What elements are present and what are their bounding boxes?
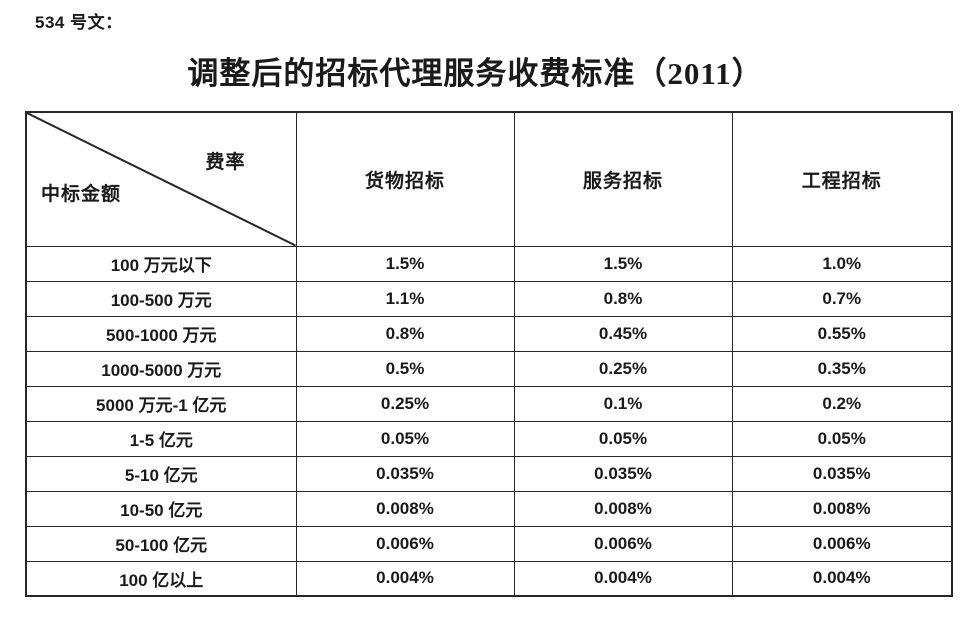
rate-value-cell: 0.006% <box>295 525 515 562</box>
diagonal-divider-line <box>27 113 296 246</box>
table-row: 5-10 亿元 0.035% 0.035% 0.035% <box>25 455 953 492</box>
rate-value-cell: 0.035% <box>513 455 733 492</box>
rate-value-cell: 0.7% <box>731 280 953 317</box>
amount-range-cell: 10-50 亿元 <box>25 490 297 527</box>
rate-value-cell: 0.008% <box>731 490 953 527</box>
rate-value-cell: 0.45% <box>513 315 733 352</box>
rate-value-cell: 0.05% <box>731 420 953 457</box>
rate-value-cell: 0.25% <box>513 350 733 387</box>
column-header-engineering: 工程招标 <box>731 111 953 247</box>
corner-label-rate: 费率 <box>205 152 246 173</box>
table-row: 1-5 亿元 0.05% 0.05% 0.05% <box>25 420 953 457</box>
table-row: 500-1000 万元 0.8% 0.45% 0.55% <box>25 315 953 352</box>
column-header-goods: 货物招标 <box>295 111 515 247</box>
table-row: 1000-5000 万元 0.5% 0.25% 0.35% <box>25 350 953 387</box>
fee-table-body: 100 万元以下 1.5% 1.5% 1.0% 100-500 万元 1.1% 0.8% 0.… <box>25 245 953 597</box>
table-row: 50-100 亿元 0.006% 0.006% 0.006% <box>25 525 953 562</box>
rate-value-cell: 0.006% <box>731 525 953 562</box>
rate-value-cell: 0.8% <box>295 315 515 352</box>
rate-value-cell: 0.008% <box>295 490 515 527</box>
rate-value-cell: 0.05% <box>295 420 515 457</box>
rate-value-cell: 0.55% <box>731 315 953 352</box>
column-header-services: 服务招标 <box>513 111 733 247</box>
rate-value-cell: 0.2% <box>731 385 953 422</box>
amount-range-cell: 100 亿以上 <box>25 560 297 597</box>
amount-range-cell: 50-100 亿元 <box>25 525 297 562</box>
rate-value-cell: 1.0% <box>731 245 953 282</box>
amount-range-cell: 5-10 亿元 <box>25 455 297 492</box>
rate-value-cell: 0.035% <box>295 455 515 492</box>
fee-rate-table: 费率 中标金额 货物招标 服务招标 工程招标 100 万元以下 1.5% 1.5% 1… <box>25 111 953 597</box>
rate-value-cell: 0.004% <box>513 560 733 597</box>
rate-value-cell: 0.5% <box>295 350 515 387</box>
amount-range-cell: 5000 万元-1 亿元 <box>25 385 297 422</box>
amount-range-cell: 100 万元以下 <box>25 245 297 282</box>
table-row: 100 亿以上 0.004% 0.004% 0.004% <box>25 560 953 597</box>
amount-range-cell: 100-500 万元 <box>25 280 297 317</box>
rate-value-cell: 0.35% <box>731 350 953 387</box>
table-row: 100 万元以下 1.5% 1.5% 1.0% <box>25 245 953 282</box>
rate-value-cell: 0.004% <box>731 560 953 597</box>
table-row: 100-500 万元 1.1% 0.8% 0.7% <box>25 280 953 317</box>
rate-value-cell: 0.008% <box>513 490 733 527</box>
rate-value-cell: 1.1% <box>295 280 515 317</box>
doc-number-label: 534 号文： <box>35 13 123 32</box>
table-row: 10-50 亿元 0.008% 0.008% 0.008% <box>25 490 953 527</box>
corner-label-amount: 中标金额 <box>41 184 122 205</box>
page-title: 调整后的招标代理服务收费标准（2011） <box>187 56 764 91</box>
rate-value-cell: 0.006% <box>513 525 733 562</box>
rate-value-cell: 0.004% <box>295 560 515 597</box>
header-row: 费率 中标金额 货物招标 服务招标 工程招标 <box>25 111 953 247</box>
table-row: 5000 万元-1 亿元 0.25% 0.1% 0.2% <box>25 385 953 422</box>
rate-value-cell: 0.035% <box>731 455 953 492</box>
amount-range-cell: 1000-5000 万元 <box>25 350 297 387</box>
rate-value-cell: 0.25% <box>295 385 515 422</box>
rate-value-cell: 0.1% <box>513 385 733 422</box>
rate-value-cell: 1.5% <box>513 245 733 282</box>
rate-value-cell: 0.8% <box>513 280 733 317</box>
amount-range-cell: 500-1000 万元 <box>25 315 297 352</box>
rate-value-cell: 1.5% <box>295 245 515 282</box>
rate-value-cell: 0.05% <box>513 420 733 457</box>
corner-header-cell: 费率 中标金额 <box>25 111 297 247</box>
amount-range-cell: 1-5 亿元 <box>25 420 297 457</box>
